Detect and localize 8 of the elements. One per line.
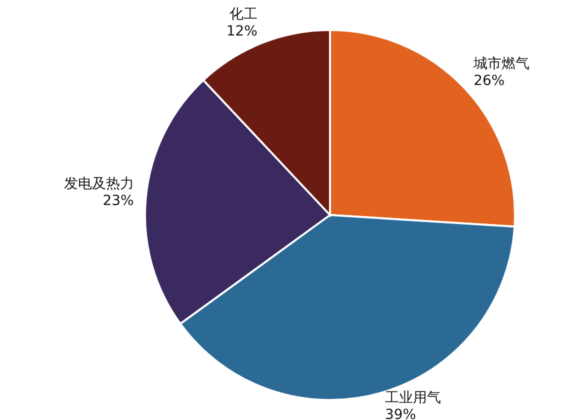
data-label: 23% — [102, 192, 134, 209]
data-label: 26% — [474, 73, 505, 90]
slice-label: 发电及热力 — [64, 176, 134, 192]
data-label: 12% — [226, 23, 258, 40]
slice-label: 城市燃气 — [472, 56, 530, 72]
slice-label: 工业用气 — [384, 390, 441, 406]
data-label: 39% — [384, 406, 416, 420]
slice-label: 化工 — [229, 6, 258, 22]
